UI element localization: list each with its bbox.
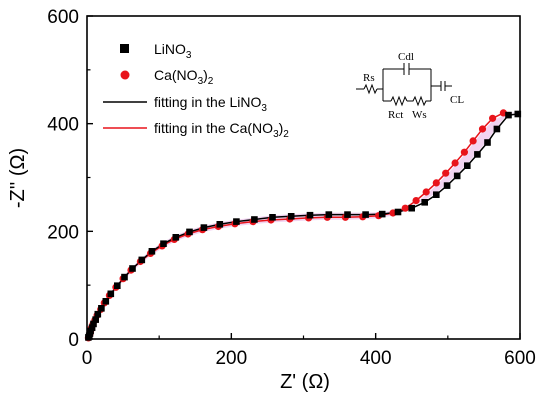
y-tick-label: 200	[47, 222, 79, 243]
data-point-cano3	[460, 148, 468, 156]
circuit-label-rs: Rs	[363, 72, 375, 84]
circuit-rs-resistor	[363, 83, 378, 95]
fit-line-cano3	[87, 112, 504, 339]
fit-line-lino3	[87, 113, 518, 338]
x-tick-label: 0	[82, 348, 93, 369]
x-tick-label: 400	[360, 348, 392, 369]
data-point-lino3	[269, 214, 276, 221]
ticks-layer: 0 200 400 600 0 200 400 600	[47, 7, 536, 369]
data-point-cano3	[422, 188, 430, 196]
x-tick-label: 600	[504, 348, 536, 369]
data-point-cano3	[451, 159, 459, 167]
data-point-lino3	[129, 265, 136, 272]
fit-band	[88, 112, 518, 341]
legend-label-fit-cano3: fitting in the Ca(NO3)2	[154, 120, 289, 140]
data-point-lino3	[114, 282, 121, 289]
circuit-label-cl: CL	[450, 94, 464, 106]
markers-layer	[84, 109, 522, 342]
data-point-lino3	[148, 248, 156, 255]
data-point-cano3	[401, 204, 409, 212]
y-axis-title: -Z'' (Ω)	[7, 148, 29, 208]
data-point-lino3	[251, 216, 258, 223]
data-point-lino3	[362, 211, 369, 218]
data-point-lino3	[160, 240, 167, 247]
data-point-lino3	[421, 199, 428, 206]
data-point-lino3	[325, 211, 333, 218]
legend-label-cano3: Ca(NO3)2	[154, 67, 214, 87]
circuit-label-cdl: Cdl	[398, 51, 414, 63]
fit-band-layer	[88, 112, 518, 341]
y-tick-label: 0	[68, 330, 79, 351]
data-point-lino3	[394, 208, 402, 216]
data-point-lino3	[92, 316, 99, 323]
data-point-lino3	[98, 305, 105, 312]
legend-marker-lino3	[120, 44, 129, 53]
circuit-rct-resistor	[390, 95, 408, 107]
data-point-lino3	[306, 211, 314, 219]
data-point-cano3	[442, 169, 450, 177]
data-point-cano3	[412, 197, 420, 205]
legend-marker-cano3	[120, 70, 130, 80]
data-point-lino3	[138, 256, 146, 264]
legend: LiNO3 Ca(NO3)2 fitting in the LiNO3 fitt…	[103, 41, 289, 140]
fit-lines-layer	[87, 112, 518, 339]
data-point-lino3	[121, 273, 128, 281]
data-point-cano3	[469, 137, 477, 145]
data-point-lino3	[200, 224, 208, 231]
data-point-lino3	[514, 110, 522, 118]
data-point-lino3	[443, 182, 451, 189]
data-point-lino3	[287, 213, 295, 220]
x-axis-title: Z' (Ω)	[280, 371, 330, 393]
data-point-lino3	[484, 139, 491, 146]
data-point-lino3	[172, 234, 180, 241]
legend-label-fit-lino3: fitting in the LiNO3	[154, 94, 267, 114]
data-point-lino3	[474, 151, 481, 158]
x-tick-label: 200	[215, 348, 247, 369]
data-point-lino3	[186, 228, 193, 236]
legend-label-lino3: LiNO3	[154, 41, 192, 61]
circuit-label-rct: Rct	[388, 109, 403, 121]
equivalent-circuit-inset	[356, 63, 452, 107]
data-point-lino3	[505, 111, 512, 119]
data-point-lino3	[88, 324, 96, 331]
data-point-lino3	[344, 211, 351, 218]
data-point-lino3	[493, 125, 501, 133]
circuit-label-ws: Ws	[412, 109, 427, 121]
data-point-cano3	[432, 179, 440, 187]
y-tick-label: 400	[47, 115, 79, 136]
data-point-lino3	[378, 210, 386, 218]
circuit-ws-element	[407, 95, 431, 107]
data-point-lino3	[102, 298, 110, 305]
data-point-cano3	[489, 114, 497, 122]
data-point-lino3	[408, 204, 415, 212]
data-point-cano3	[478, 125, 487, 133]
data-point-lino3	[90, 320, 97, 328]
data-point-lino3	[107, 290, 115, 298]
data-point-lino3	[94, 310, 102, 318]
data-point-lino3	[453, 172, 461, 180]
data-point-lino3	[233, 218, 240, 225]
data-point-lino3	[464, 162, 471, 169]
data-point-lino3	[216, 221, 224, 228]
y-tick-label: 600	[47, 7, 79, 28]
data-point-lino3	[433, 191, 440, 198]
